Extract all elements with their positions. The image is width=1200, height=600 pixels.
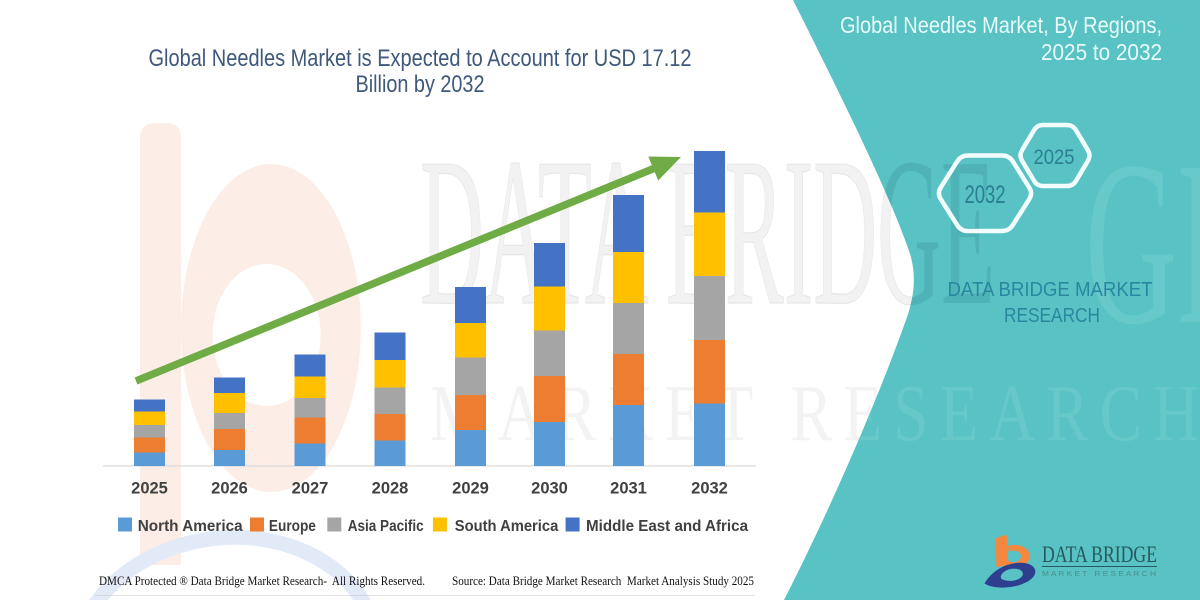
svg-text:2031: 2031 [610,480,647,498]
svg-text:2029: 2029 [452,480,489,498]
svg-text:North America: North America [138,518,243,535]
svg-text:2032: 2032 [965,181,1006,209]
svg-text:2032: 2032 [691,480,728,498]
svg-text:Global Needles Market is Expec: Global Needles Market is Expected to Acc… [149,45,692,72]
svg-text:MARKET RESEARCH: MARKET RESEARCH [430,370,1200,458]
svg-text:2027: 2027 [292,480,329,498]
svg-text:2028: 2028 [372,480,409,498]
svg-text:GE: GE [1085,113,1200,373]
svg-text:2026: 2026 [211,480,248,498]
svg-text:2025: 2025 [131,480,168,498]
svg-text:2025: 2025 [1034,146,1075,169]
svg-text:DMCA Protected ® Data Bridge M: DMCA Protected ® Data Bridge Market Rese… [99,574,425,588]
svg-text:Europe: Europe [269,518,316,535]
svg-text:RESEARCH: RESEARCH [1004,305,1100,327]
svg-text:M A R K E T R E S E A R C H: M A R K E T R E S E A R C H [1042,569,1156,578]
svg-text:2025 to 2032: 2025 to 2032 [1041,39,1162,65]
svg-text:2030: 2030 [531,480,568,498]
svg-text:Asia Pacific: Asia Pacific [348,518,424,535]
svg-text:DATA BRIDGE: DATA BRIDGE [1042,542,1157,567]
svg-text:Global Needles Market, By Regi: Global Needles Market, By Regions, [840,12,1162,38]
svg-text:Source: Data Bridge Market Res: Source: Data Bridge Market Research Mark… [452,574,754,588]
svg-text:Middle East and Africa: Middle East and Africa [586,518,748,535]
svg-text:South America: South America [455,518,559,535]
svg-text:Billion by 2032: Billion by 2032 [356,71,485,98]
svg-text:DATA BRIDGE MARKET: DATA BRIDGE MARKET [948,279,1153,301]
